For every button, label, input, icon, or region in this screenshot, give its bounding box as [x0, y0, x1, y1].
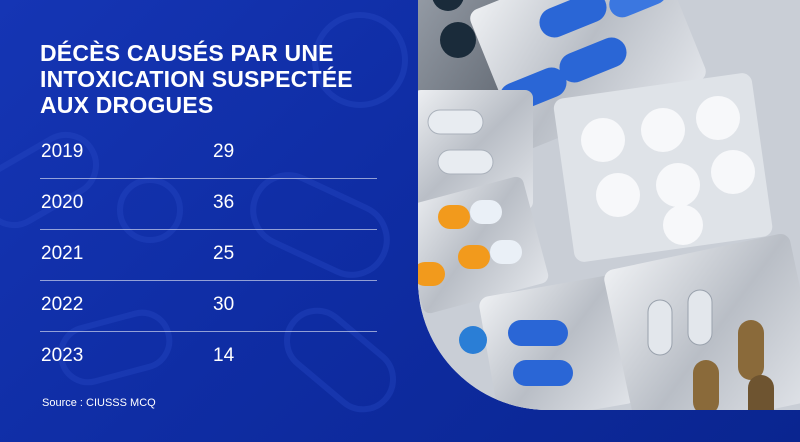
table-row: 2020 36 — [40, 179, 377, 230]
pills-blister-photo — [418, 0, 800, 410]
row-year: 2020 — [41, 192, 84, 213]
title-line-2: INTOXICATION SUSPECTÉE — [40, 66, 353, 92]
blister-white-tablets — [553, 73, 773, 262]
data-table: 2019 29 2020 36 2021 25 2022 30 2023 14 — [40, 128, 377, 382]
table-row: 2019 29 — [40, 128, 377, 179]
blister-gold-capsules — [604, 233, 800, 410]
row-value: 30 — [213, 294, 235, 315]
row-year: 2023 — [41, 345, 84, 366]
blister-blue-bottom — [459, 275, 637, 410]
background-pills-pattern — [0, 12, 408, 413]
row-value: 14 — [213, 345, 235, 366]
source-note: Source : CIUSSS MCQ — [42, 397, 156, 409]
table-row: 2022 30 — [40, 281, 377, 332]
row-value: 25 — [213, 243, 235, 264]
row-value: 36 — [213, 192, 235, 213]
chart-title: DÉCÈS CAUSÉS PAR UNE INTOXICATION SUSPEC… — [40, 40, 400, 118]
blister-orange-capsules — [418, 176, 549, 314]
row-year: 2021 — [41, 243, 84, 264]
pills-illustration — [418, 0, 800, 410]
title-line-1: DÉCÈS CAUSÉS PAR UNE — [40, 40, 334, 66]
title-line-3: AUX DROGUES — [40, 92, 214, 118]
row-value: 29 — [213, 141, 235, 162]
row-year: 2022 — [41, 294, 84, 315]
row-year: 2019 — [41, 141, 84, 162]
table-row: 2023 14 — [40, 332, 377, 382]
table-row: 2021 25 — [40, 230, 377, 281]
